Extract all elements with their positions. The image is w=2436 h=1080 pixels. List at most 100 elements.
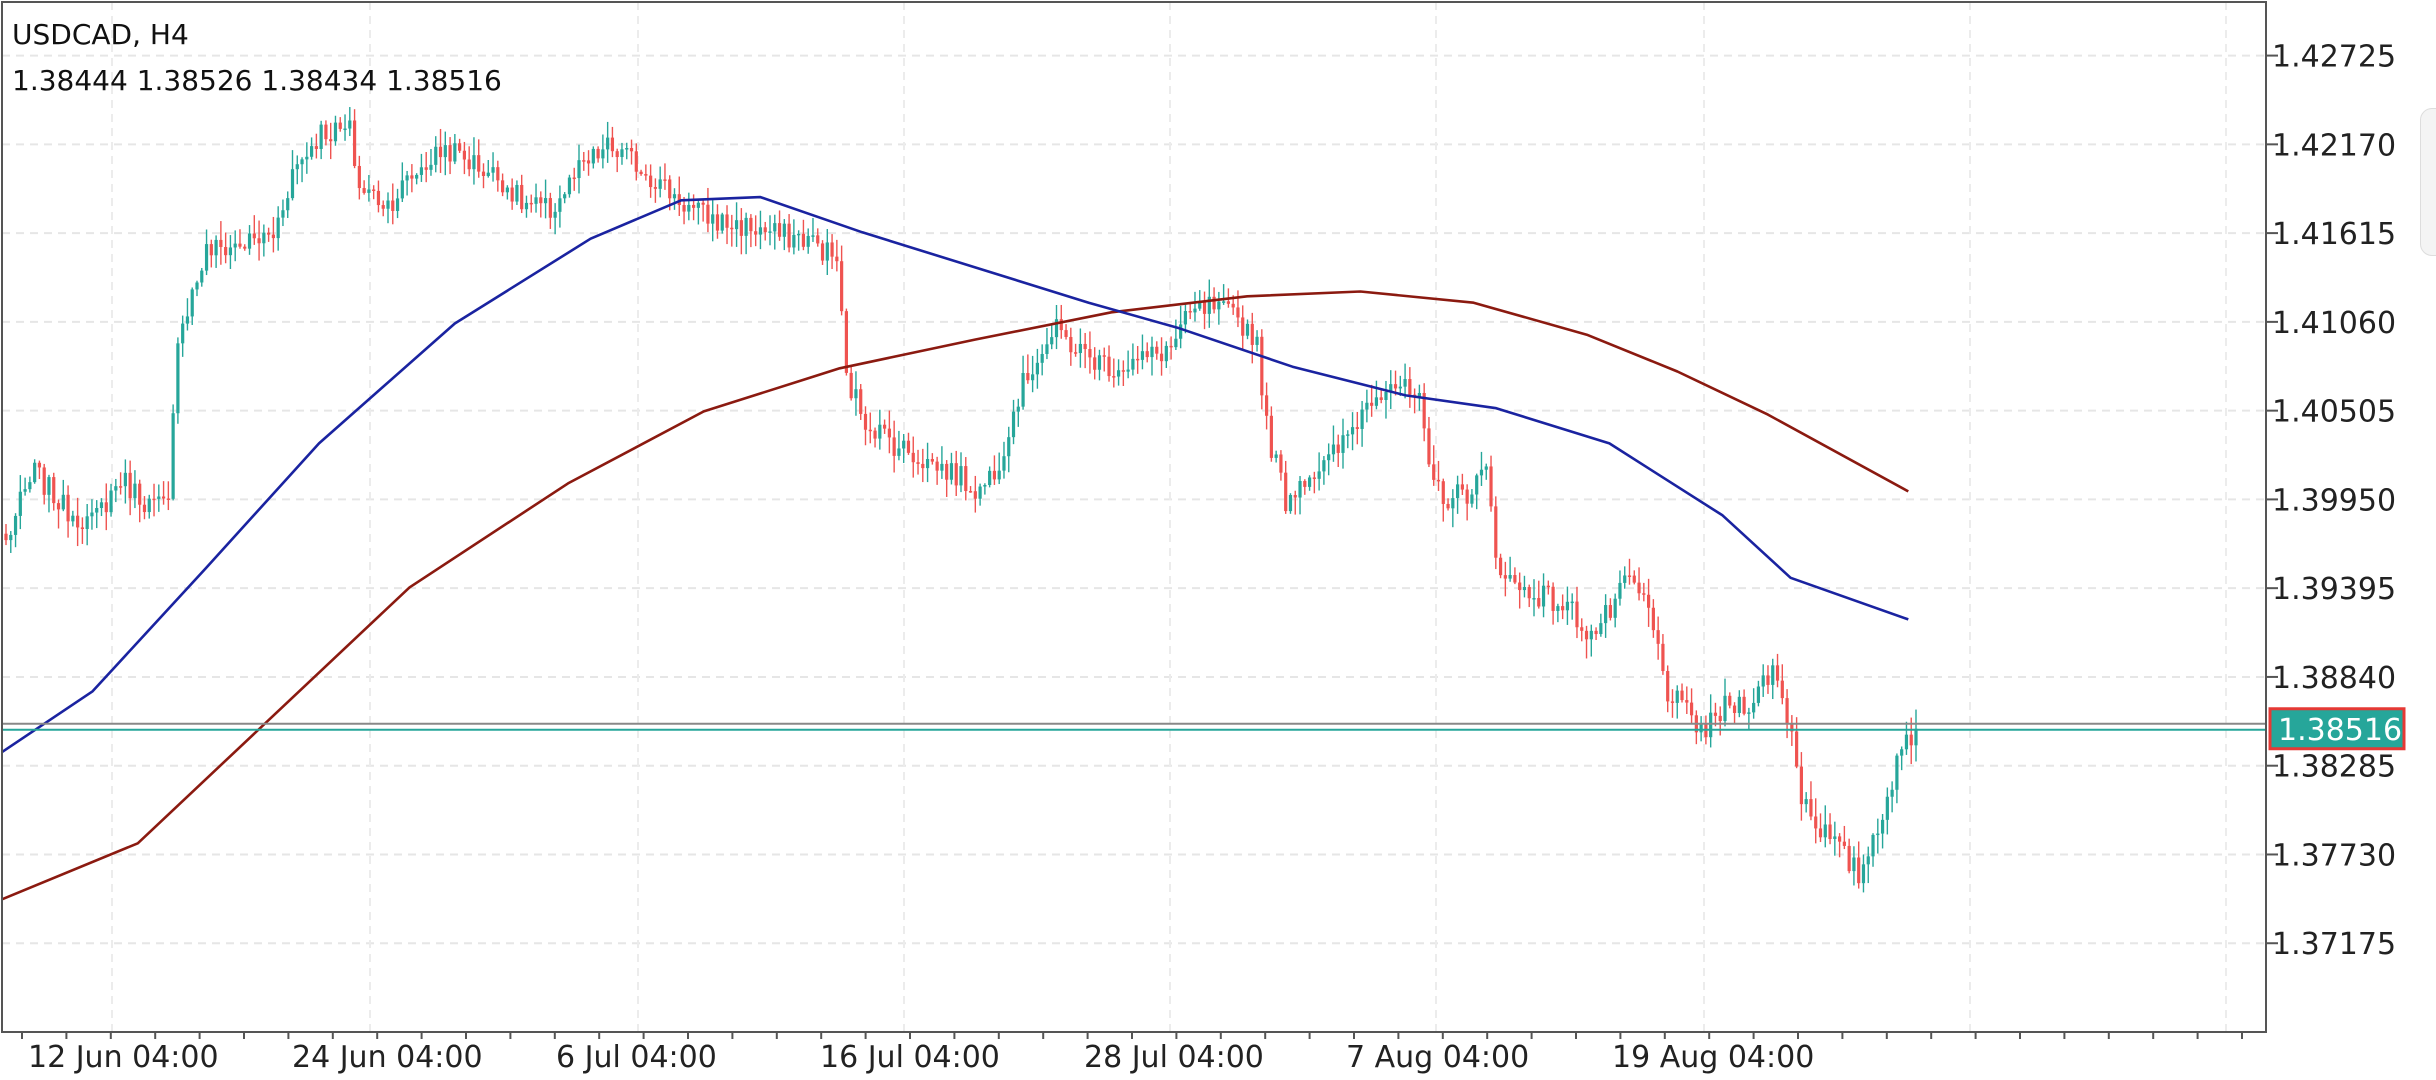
x-tick-label: 7 Aug 04:00 — [1346, 1040, 1529, 1075]
candle-body — [185, 316, 190, 324]
candle-body — [1456, 484, 1460, 499]
y-tick-label: 1.37175 — [2272, 927, 2396, 962]
candle-body — [978, 486, 982, 499]
y-axis: 1.42725 1.42170 1.41615 1.41060 1.40505 1.399… — [2266, 40, 2396, 962]
candle-body — [1432, 464, 1436, 480]
candle-body — [329, 139, 333, 142]
candle-body — [887, 428, 891, 438]
candle-body — [1795, 731, 1799, 767]
candle-body — [1575, 601, 1579, 628]
x-tick-label: 6 Jul 04:00 — [556, 1040, 717, 1075]
y-tick-label: 1.38840 — [2272, 661, 2396, 696]
candle-body — [1761, 675, 1765, 687]
candle-body — [434, 146, 438, 165]
candle-body — [1823, 824, 1827, 838]
y-tick-label: 1.39950 — [2272, 483, 2396, 518]
candle-body — [1322, 460, 1326, 472]
candle-body — [859, 389, 863, 414]
grid-layer — [2, 2, 2266, 1032]
candle-body — [52, 477, 56, 504]
candle-body — [940, 463, 944, 471]
candle-body — [930, 459, 934, 462]
candle-body — [1045, 344, 1049, 354]
moving-average-layer — [1, 195, 1909, 901]
candle-body — [481, 171, 486, 176]
candle-body — [615, 151, 619, 158]
last-price-marker-layer: 1.38516 — [2268, 707, 2406, 751]
fast-moving-average-line — [1, 195, 1909, 754]
candle-body — [462, 150, 466, 160]
candle-body — [1083, 343, 1087, 350]
candle-body — [529, 202, 533, 205]
x-tick-label: 16 Jul 04:00 — [820, 1040, 1000, 1075]
candle-body — [1011, 411, 1016, 438]
x-tick-label: 19 Aug 04:00 — [1612, 1040, 1814, 1075]
candle-body — [13, 515, 18, 535]
candle-body — [429, 164, 433, 170]
y-tick-label: 1.38285 — [2272, 750, 2396, 785]
candle-body — [1537, 598, 1541, 607]
candle-body — [1589, 630, 1593, 640]
candle-body — [1489, 466, 1493, 507]
candle-body — [668, 179, 672, 199]
candle-body — [1021, 372, 1025, 407]
candle-body — [1804, 799, 1808, 805]
candle-body — [825, 242, 829, 261]
candle-body — [133, 483, 137, 499]
side-panel-handle[interactable] — [2420, 108, 2436, 256]
candle-body — [706, 204, 710, 224]
candle-body — [496, 167, 500, 181]
candle-body — [730, 227, 734, 230]
candle-body — [1136, 358, 1140, 361]
candle-body — [1852, 857, 1856, 872]
candle-body — [1527, 587, 1531, 599]
candle-body — [844, 311, 848, 373]
candle-body — [1737, 696, 1741, 713]
candle-body — [1465, 489, 1469, 504]
candle-body — [204, 244, 209, 271]
candle-body — [1212, 296, 1216, 310]
candle-body — [959, 466, 963, 486]
candle-body — [448, 145, 452, 162]
candle-body — [663, 179, 667, 181]
candle-body — [9, 534, 13, 541]
candle-body — [687, 204, 691, 212]
last-price-label-box — [2268, 707, 2406, 751]
candle-body — [1503, 575, 1507, 579]
candle-body — [1002, 456, 1006, 471]
candle-body — [501, 180, 505, 193]
candle-body — [1093, 357, 1097, 370]
candle-body — [734, 220, 739, 230]
candle-body — [1074, 352, 1078, 354]
candle-body — [152, 498, 156, 501]
candle-body — [1054, 319, 1059, 338]
candle-body — [777, 223, 782, 237]
candle-body — [1346, 434, 1350, 436]
candle-body — [1269, 415, 1273, 458]
candle-body — [692, 204, 696, 208]
candle-body — [123, 472, 127, 487]
candle-body — [1393, 384, 1398, 389]
candle-body — [1618, 582, 1622, 599]
candle-body — [1594, 630, 1598, 635]
candle-body — [1608, 605, 1612, 618]
candle-body — [1121, 370, 1125, 372]
candle-body — [76, 515, 80, 528]
candle-body — [1532, 598, 1536, 600]
candle-body — [47, 477, 51, 495]
candle-body — [1389, 384, 1393, 392]
candle-body — [281, 210, 285, 218]
candle-body — [1775, 665, 1780, 681]
candle-body — [1861, 864, 1866, 884]
candle-body — [773, 223, 777, 232]
candle-body — [1331, 444, 1336, 455]
candle-body — [28, 482, 32, 490]
candle-body — [1498, 557, 1503, 576]
candle-body — [233, 243, 237, 248]
candle-body — [1126, 369, 1130, 372]
candle-body — [219, 239, 223, 248]
candle-body — [620, 149, 624, 158]
candle-body — [558, 198, 562, 212]
